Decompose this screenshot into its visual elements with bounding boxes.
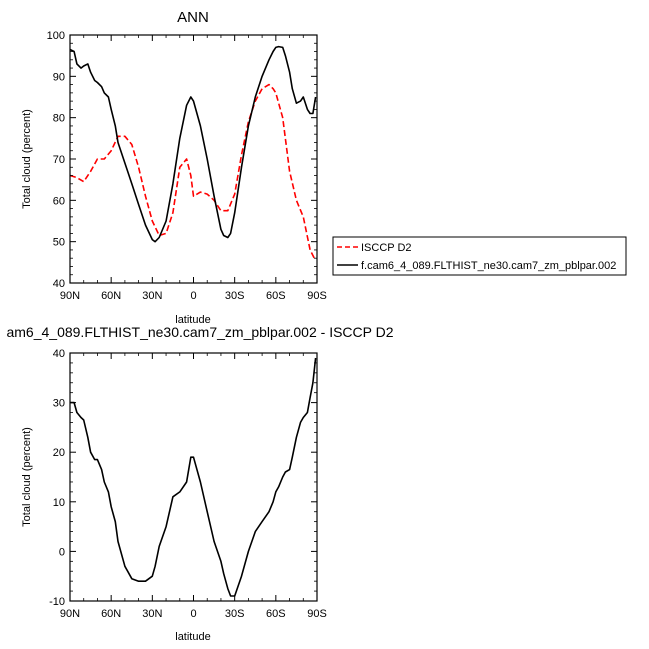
bottom-y-axis-label: Total cloud (percent) [21, 427, 33, 527]
y-tick-label-0-1: 50 [53, 237, 65, 249]
series-line-1-0 [70, 357, 317, 597]
x-tick-label-0-4: 30S [225, 290, 245, 302]
x-tick-label-0-6: 90S [307, 290, 327, 302]
top-panel: ANN 90N 60N 30N 0 30S 60S 90S 40 50 60 70 80 90 100 l… [21, 9, 627, 326]
y-tick-label-0-4: 80 [53, 113, 65, 125]
x-tick-label-0-2: 30N [142, 290, 162, 302]
y-tick-label-1-1: 0 [59, 546, 65, 558]
x-tick-label-0-3: 0 [190, 290, 196, 302]
y-tick-label-1-4: 30 [53, 398, 65, 410]
top-plot-area: 90N 60N 30N 0 30S 60S 90S 40 50 60 70 80 90 100 [47, 30, 327, 302]
plot-frame-1 [69, 352, 318, 602]
x-tick-label-0-1: 60N [101, 290, 121, 302]
x-tick-label-1-6: 90S [307, 608, 327, 620]
x-tick-label-1-2: 30N [142, 608, 162, 620]
legend: ISCCP D2 f.cam6_4_089.FLTHIST_ne30.cam7_… [332, 236, 627, 276]
y-tick-label-0-6: 100 [47, 30, 65, 42]
x-tick-label-0-0: 90N [60, 290, 80, 302]
x-tick-label-1-1: 60N [101, 608, 121, 620]
x-tick-label-1-3: 0 [190, 608, 196, 620]
bottom-x-axis-label: latitude [175, 631, 210, 643]
x-tick-label-1-5: 60S [266, 608, 286, 620]
bottom-chart-title: am6_4_089.FLTHIST_ne30.cam7_zm_pblpar.00… [6, 324, 393, 340]
x-tick-label-1-4: 30S [225, 608, 245, 620]
x-tick-label-0-5: 60S [266, 290, 286, 302]
y-tick-label-1-0: -10 [49, 596, 65, 608]
y-tick-label-1-5: 40 [53, 348, 65, 360]
legend-label-model: f.cam6_4_089.FLTHIST_ne30.cam7_zm_pblpar… [361, 260, 616, 272]
bottom-plot-area: 90N 60N 30N 0 30S 60S 90S -10 0 10 20 30 40 [49, 348, 327, 620]
top-x-axis-label: latitude [175, 314, 210, 326]
plot-frame-0 [69, 34, 318, 284]
y-tick-label-0-0: 40 [53, 278, 65, 290]
y-tick-label-1-2: 10 [53, 497, 65, 509]
y-tick-label-0-2: 60 [53, 195, 65, 207]
top-chart-title: ANN [177, 9, 209, 26]
bottom-panel: am6_4_089.FLTHIST_ne30.cam7_zm_pblpar.00… [6, 324, 393, 643]
y-tick-label-1-3: 20 [53, 447, 65, 459]
legend-box [332, 236, 627, 276]
x-tick-label-1-0: 90N [60, 608, 80, 620]
top-y-axis-label: Total cloud (percent) [21, 109, 33, 209]
legend-label-isccp: ISCCP D2 [361, 242, 412, 254]
y-tick-label-0-3: 70 [53, 154, 65, 166]
series-line-0-0 [69, 83, 316, 259]
y-tick-label-0-5: 90 [53, 71, 65, 83]
series-line-0-1 [69, 45, 317, 243]
